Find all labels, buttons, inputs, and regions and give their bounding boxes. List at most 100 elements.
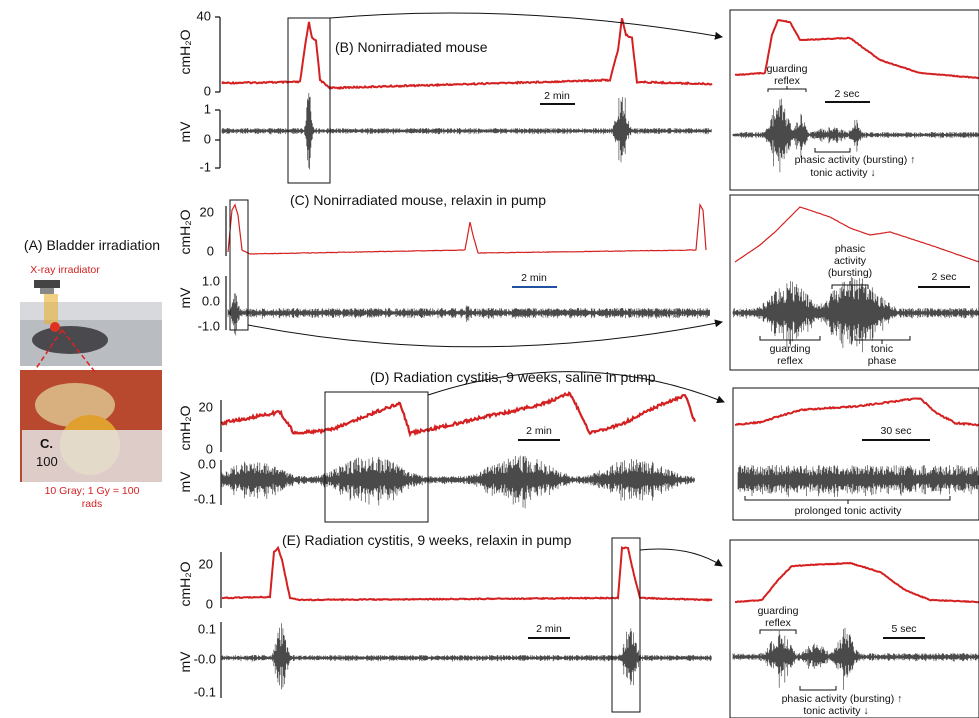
panel-title: (A) Bladder irradiation [24, 237, 160, 253]
tick-label: 0.0 [202, 293, 220, 308]
caption: 10 Gray; 1 Gy = 100 [45, 485, 140, 497]
tick-label: -0.1 [194, 684, 216, 699]
annotation: phase [868, 355, 897, 367]
emg-trace [732, 98, 979, 173]
scale-label: 30 sec [881, 425, 912, 437]
pressure-trace [221, 545, 713, 602]
scale-label: 2 sec [834, 88, 859, 100]
tick-label: 20 [199, 556, 213, 571]
tick-label: 0.1 [198, 621, 216, 636]
annotation: phasic activity (bursting) ↑ [795, 154, 916, 166]
tick-label: -0.1 [194, 491, 216, 506]
emg-trace [221, 455, 695, 509]
tick-label: 0 [206, 441, 213, 456]
tick-label: 1 [204, 101, 211, 116]
connector [639, 548, 723, 567]
tick-label: 20 [200, 204, 214, 219]
bracket [759, 629, 797, 634]
scale-label: 2 min [526, 425, 552, 437]
axis-label: cmH₂O [177, 561, 193, 606]
axis-label: cmH₂O [177, 29, 193, 74]
scale-label: 2 min [536, 623, 562, 635]
annotation: activity [834, 255, 867, 267]
tick-label: 0.0 [198, 456, 216, 471]
annotation: guarding [770, 343, 811, 355]
irradiator-icon [34, 280, 60, 288]
panel-title: (C) Nonirradiated mouse, relaxin in pump [290, 192, 546, 208]
panel-title: (E) Radiation cystitis, 9 weeks, relaxin… [282, 532, 572, 548]
bracket [854, 336, 911, 344]
tick-label: -1 [199, 159, 211, 174]
annotation: (bursting) [828, 267, 872, 279]
zoom-box [229, 199, 249, 331]
pressure-trace [734, 397, 979, 427]
caption: rads [82, 498, 102, 510]
irradiator-icon [40, 288, 54, 294]
tick-label: 0 [204, 83, 211, 98]
tick-label: 20 [199, 399, 213, 414]
tick-label: 0 [206, 596, 213, 611]
zoom-box [324, 391, 429, 523]
scale-label: 2 sec [931, 271, 956, 283]
annotation: guarding [758, 605, 799, 617]
scale-label: 2 min [544, 90, 570, 102]
ruler [22, 430, 162, 482]
annotation: reflex [765, 617, 791, 629]
annotation: prolonged tonic activity [795, 505, 903, 517]
zoom-box [287, 17, 331, 184]
pressure-trace [221, 18, 713, 91]
bracket [767, 86, 807, 92]
device-label: X-ray irradiator [30, 264, 100, 276]
pressure-trace [734, 561, 979, 604]
ruler-text: C. [40, 436, 53, 451]
panel-title: (D) Radiation cystitis, 9 weeks, saline … [370, 369, 656, 385]
annotation: tonic activity ↓ [810, 167, 875, 179]
tick-label: 40 [197, 8, 211, 23]
beam [44, 294, 58, 324]
bracket [799, 686, 837, 691]
axis-label: mV [177, 471, 193, 493]
connector [427, 371, 725, 404]
annotation: phasic activity (bursting) ↑ [782, 693, 903, 705]
emg-trace [732, 276, 979, 353]
pressure-trace [734, 19, 979, 80]
tick-label: 1.0 [202, 273, 220, 288]
annotation: tonic activity ↓ [803, 705, 868, 717]
tick-label: 0 [204, 131, 211, 146]
bracket [744, 496, 951, 504]
pressure-trace [220, 391, 697, 438]
axis-label: cmH₂O [177, 209, 193, 254]
bracket [759, 336, 821, 344]
pressure-trace [734, 206, 979, 263]
inset-box [729, 9, 979, 191]
annotation: phasic [835, 243, 865, 255]
emg-trace [227, 293, 710, 336]
axis-label: mV [177, 651, 193, 673]
inset-box [732, 387, 979, 521]
axis-label: mV [177, 287, 193, 309]
connector [247, 319, 723, 348]
emg-trace [221, 623, 712, 690]
annotation: reflex [777, 355, 803, 367]
tick-label: -1.0 [198, 318, 220, 333]
connector [329, 12, 723, 40]
panel-title: (B) Nonirradiated mouse [335, 39, 488, 55]
bracket [831, 281, 869, 289]
bracket [814, 148, 851, 153]
inset-box [729, 539, 979, 718]
emg-trace [737, 465, 979, 497]
emg-trace [221, 93, 712, 170]
tick-label: -0.0 [194, 651, 216, 666]
scale-label: 5 sec [891, 623, 916, 635]
callout [34, 329, 96, 373]
pressure-trace [227, 202, 707, 255]
axis [215, 16, 221, 169]
annotation: reflex [774, 75, 800, 87]
inset-box [729, 194, 979, 371]
zoom-box [611, 537, 641, 713]
emg-trace [732, 627, 979, 690]
annotation: guarding [767, 63, 808, 75]
